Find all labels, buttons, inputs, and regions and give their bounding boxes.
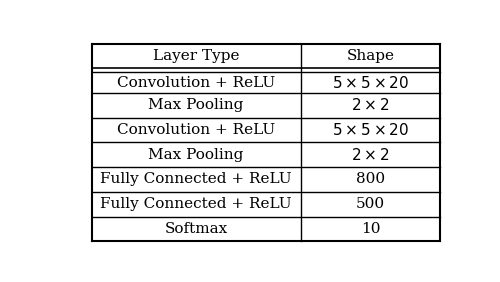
Text: $5 \times 5 \times 20$: $5 \times 5 \times 20$: [332, 75, 409, 91]
Text: Softmax: Softmax: [164, 222, 228, 236]
Text: 10: 10: [361, 222, 380, 236]
Text: Fully Connected + ReLU: Fully Connected + ReLU: [100, 197, 292, 211]
Text: $2 \times 2$: $2 \times 2$: [352, 97, 390, 113]
Text: Max Pooling: Max Pooling: [148, 148, 244, 162]
Text: Convolution + ReLU: Convolution + ReLU: [117, 123, 276, 137]
Text: 800: 800: [356, 173, 385, 186]
Text: Shape: Shape: [346, 49, 395, 63]
Text: Layer Type: Layer Type: [153, 49, 240, 63]
Text: Convolution + ReLU: Convolution + ReLU: [117, 76, 276, 90]
Text: 500: 500: [356, 197, 385, 211]
Text: $2 \times 2$: $2 \times 2$: [352, 147, 390, 163]
Text: Fully Connected + ReLU: Fully Connected + ReLU: [100, 173, 292, 186]
Text: Max Pooling: Max Pooling: [148, 98, 244, 112]
Text: $5 \times 5 \times 20$: $5 \times 5 \times 20$: [332, 122, 409, 138]
